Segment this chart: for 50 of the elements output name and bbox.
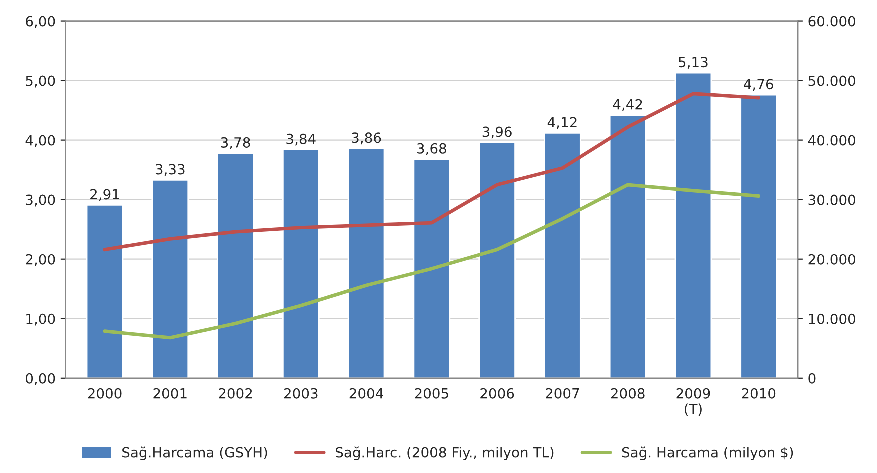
y2-tick-label: 0 <box>808 373 816 384</box>
x-tick-label: 2009 (T) <box>676 388 710 416</box>
x-tick-label: 2007 <box>546 388 580 399</box>
x-tick-label: 2005 <box>415 388 448 399</box>
y-tick-label: 0,00 <box>26 373 56 386</box>
bar <box>674 72 712 378</box>
data-label: 4,42 <box>613 99 642 112</box>
data-label: 3,84 <box>286 134 316 146</box>
legend-label: Sağ.Harc. (2008 Fiy., milyon TL) <box>336 446 554 460</box>
data-label: 3,68 <box>418 143 446 156</box>
y-tick-label: 5,00 <box>26 76 56 88</box>
y2-tick-label: 10.000 <box>809 314 856 324</box>
y-tick-label: 1,00 <box>26 314 56 326</box>
y-tick-label: 4,00 <box>26 135 56 148</box>
y2-tick-label: 20.000 <box>808 254 856 265</box>
y2-tick-label: 30.000 <box>808 194 856 206</box>
x-tick-label: 2004 <box>350 388 384 399</box>
x-tick-label: 2003 <box>284 388 318 399</box>
bar <box>86 204 124 378</box>
x-tick-label: 2008 <box>611 388 645 399</box>
data-label: 3,78 <box>221 137 250 150</box>
data-label: 4,76 <box>744 79 774 92</box>
y-tick-label: 3,00 <box>26 194 56 207</box>
bar <box>217 152 254 378</box>
y2-tick-label: 50.000 <box>808 76 856 86</box>
data-label: 3,86 <box>352 132 382 145</box>
x-tick-label: 2010 <box>742 388 776 399</box>
bar <box>740 94 778 378</box>
bar <box>544 132 582 378</box>
x-tick-label: 2002 <box>219 388 252 399</box>
x-tick-label: 2001 <box>154 388 187 399</box>
bar <box>478 142 516 378</box>
bar <box>152 180 190 378</box>
bar <box>282 149 320 378</box>
legend-label: Sağ.Harcama (GSYH) <box>122 446 268 460</box>
y-tick-label: 2,00 <box>26 254 56 266</box>
legend-label: Sağ. Harcama (milyon $) <box>622 446 794 460</box>
data-label: 4,12 <box>548 117 577 130</box>
bar <box>609 114 647 378</box>
y-tick-label: 6,00 <box>26 16 56 28</box>
data-label: 2,91 <box>90 189 120 202</box>
y2-tick-label: 60.000 <box>808 16 856 27</box>
x-tick-label: 2006 <box>480 388 514 399</box>
y2-tick-label: 40.000 <box>808 135 856 146</box>
bar <box>413 158 451 378</box>
data-label: 5,13 <box>679 57 708 70</box>
data-label: 3,33 <box>156 164 185 176</box>
data-label: 3,96 <box>482 126 512 139</box>
bar <box>348 148 386 378</box>
x-tick-label: 2000 <box>88 388 122 399</box>
